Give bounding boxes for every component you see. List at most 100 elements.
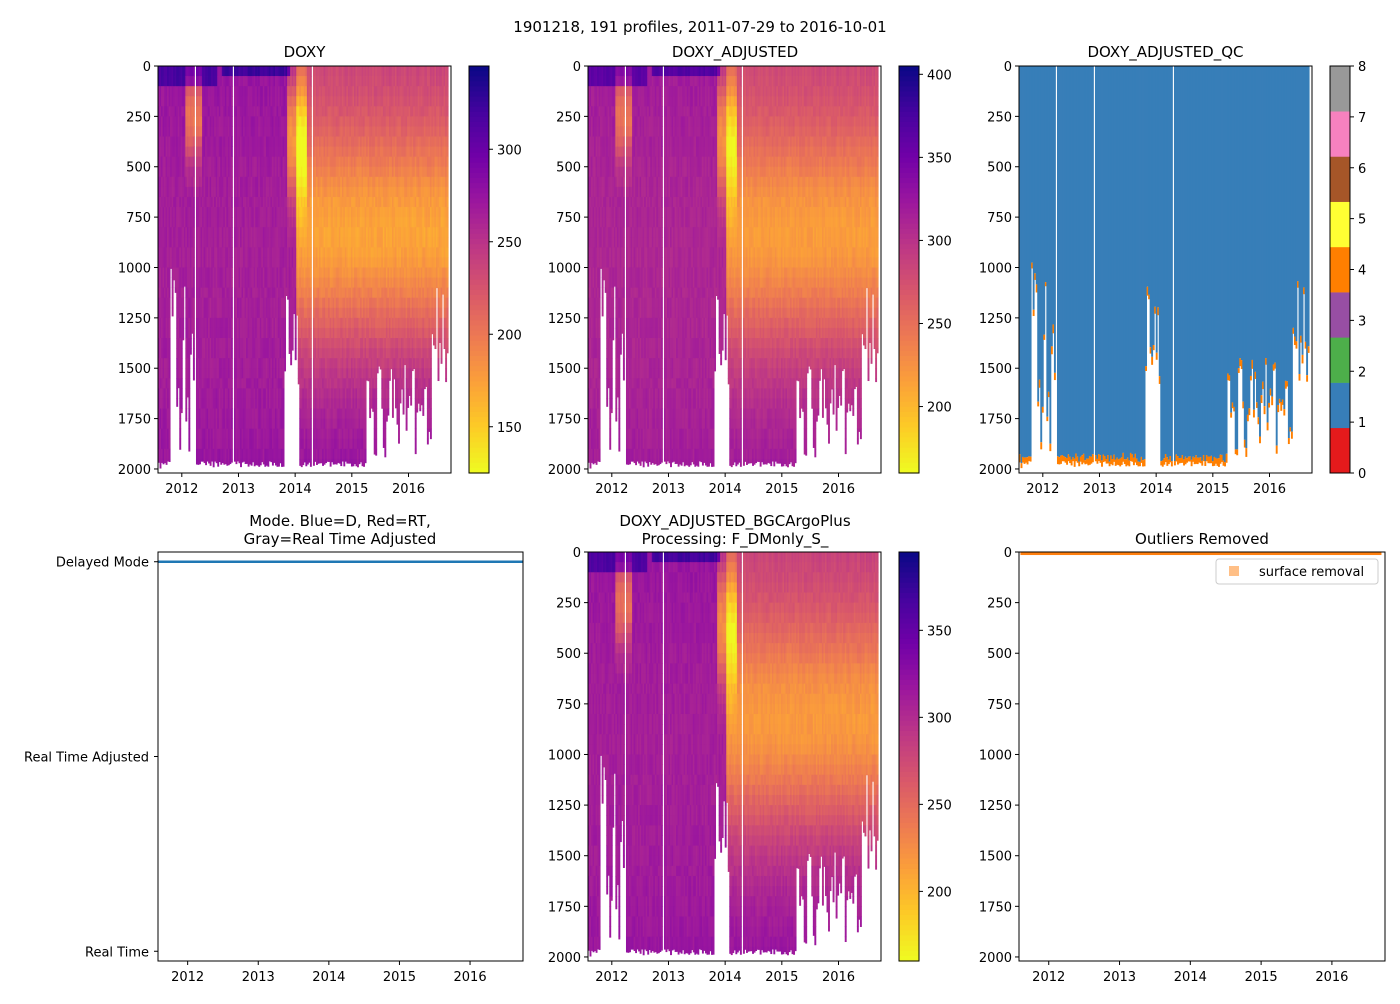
heatmap-cell [205, 207, 208, 218]
heatmap-cell [164, 207, 166, 218]
heatmap-cell [246, 217, 249, 228]
heatmap-cell [179, 247, 182, 258]
heatmap-cell [183, 166, 186, 178]
heatmap-cell [206, 438, 209, 450]
heatmap-cell [240, 307, 242, 319]
heatmap-cell [249, 176, 252, 188]
heatmap-cell [165, 146, 168, 158]
heatmap-cell [179, 186, 182, 198]
heatmap-cell [209, 136, 212, 147]
heatmap-cell [159, 217, 162, 228]
heatmap-cell [223, 176, 226, 188]
heatmap-cell [199, 196, 201, 208]
heatmap-cell [247, 257, 250, 268]
heatmap-cell [199, 438, 201, 450]
heatmap-cell [214, 146, 217, 158]
heatmap-cell [282, 458, 285, 467]
heatmap-cell [186, 267, 189, 278]
heatmap-cell [215, 156, 218, 168]
heatmap-cell [224, 458, 227, 465]
heatmap-cell [249, 156, 252, 168]
heatmap-cell [159, 448, 162, 460]
heatmap-cell [240, 196, 242, 208]
heatmap-cell [205, 398, 208, 409]
heatmap-cell [215, 338, 218, 349]
heatmap-cell [164, 146, 166, 158]
heatmap-cell [180, 126, 183, 137]
heatmap-cell [247, 317, 250, 329]
heatmap-cell [189, 217, 192, 228]
heatmap-cell [235, 257, 238, 268]
heatmap-cell [249, 418, 252, 430]
heatmap-cell [205, 76, 208, 87]
heatmap-cell [195, 287, 198, 299]
heatmap-cell [161, 156, 163, 168]
heatmap-cell [244, 257, 247, 268]
heatmap-cell [217, 398, 220, 409]
heatmap-cell [218, 76, 221, 87]
heatmap-cell [177, 338, 180, 349]
heatmap-cell [309, 428, 312, 440]
heatmap-cell [167, 297, 170, 309]
heatmap-cell [185, 418, 188, 422]
heatmap-cell [199, 317, 201, 329]
heatmap-cell [238, 418, 241, 430]
heatmap-cell [214, 227, 217, 238]
heatmap-cell [282, 438, 285, 450]
heatmap-cell [165, 287, 168, 299]
heatmap-cell [230, 428, 233, 440]
heatmap-cell [202, 66, 204, 77]
heatmap-cell [224, 378, 227, 389]
heatmap-cell [197, 408, 200, 419]
heatmap-cell [203, 448, 206, 460]
heatmap-cell [173, 116, 176, 127]
heatmap-cell [227, 438, 230, 450]
heatmap-cell [235, 368, 238, 379]
heatmap-cell [227, 116, 230, 127]
heatmap-cell [250, 176, 253, 188]
heatmap-cell [224, 338, 227, 349]
heatmap-cell [176, 196, 179, 208]
heatmap-cell [186, 368, 189, 379]
heatmap-cell [212, 156, 215, 168]
heatmap-cell [162, 166, 165, 178]
heatmap-cell [220, 156, 223, 168]
heatmap-cell [171, 86, 174, 97]
heatmap-cell [233, 267, 236, 278]
heatmap-cell [165, 277, 168, 289]
heatmap-cell [161, 136, 163, 147]
heatmap-cell [164, 287, 166, 299]
heatmap-cell [211, 368, 214, 379]
heatmap-cell [241, 156, 244, 168]
heatmap-cell [164, 348, 166, 359]
heatmap-cell [227, 86, 230, 97]
heatmap-cell [170, 217, 173, 228]
heatmap-cell [252, 136, 255, 147]
heatmap-cell [256, 76, 259, 87]
heatmap-cell [309, 307, 312, 319]
heatmap-cell [200, 156, 203, 168]
heatmap-cell [214, 136, 217, 147]
heatmap-cell [206, 317, 209, 329]
heatmap-cell [192, 358, 195, 369]
heatmap-cell [230, 76, 233, 87]
heatmap-cell [252, 156, 255, 168]
heatmap-cell [158, 86, 160, 97]
heatmap-cell [215, 106, 218, 117]
heatmap-cell [237, 86, 239, 97]
heatmap-cell [209, 86, 212, 97]
heatmap-cell [215, 358, 218, 369]
heatmap-cell [223, 217, 226, 228]
heatmap-cell [237, 358, 239, 369]
heatmap-cell [230, 378, 233, 389]
heatmap-cell [159, 277, 162, 289]
heatmap-cell [217, 327, 220, 339]
heatmap-cell [189, 317, 192, 329]
heatmap-cell [255, 166, 258, 178]
heatmap-cell [199, 408, 201, 419]
heatmap-cell [243, 388, 245, 399]
heatmap-cell [159, 327, 162, 339]
heatmap-cell [168, 146, 171, 158]
heatmap-cell [212, 106, 215, 117]
heatmap-cell [168, 166, 171, 178]
